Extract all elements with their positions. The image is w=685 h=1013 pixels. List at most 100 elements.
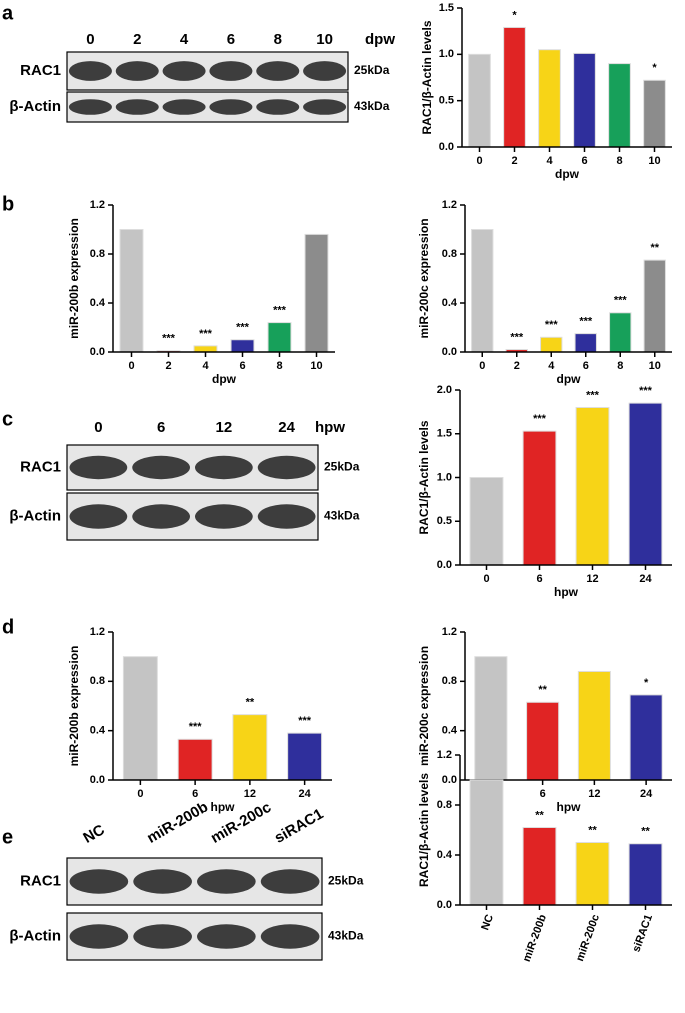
panel-letter: e: [2, 826, 13, 848]
y-tick-label: 0.5: [439, 95, 454, 107]
blot-band: [133, 869, 192, 894]
bar: [629, 694, 663, 781]
row-label: RAC1: [20, 62, 61, 79]
x-tick-label: 12: [244, 788, 256, 800]
y-tick-label: 1.2: [442, 626, 457, 638]
x-tick-label: 12: [588, 788, 600, 800]
x-tick-label: NC: [479, 913, 496, 932]
blot-band: [115, 99, 159, 115]
row-label: RAC1: [20, 872, 61, 889]
lane-label: NC: [80, 821, 107, 847]
lane-label: 24: [278, 419, 295, 436]
lane-label: 2: [133, 31, 141, 48]
blot-band: [69, 924, 129, 949]
size-label: 25kDa: [354, 63, 390, 77]
bar: [304, 233, 329, 353]
significance: ***: [639, 385, 653, 397]
size-label: 43kDa: [328, 929, 364, 943]
x-tick-label: 0: [476, 155, 482, 167]
blot-band: [256, 61, 300, 81]
bar: [469, 477, 504, 566]
blot-band: [256, 99, 300, 115]
bar: [628, 843, 663, 906]
bar: [540, 336, 563, 353]
lane-label: siRAC1: [272, 805, 327, 846]
bar: [575, 842, 610, 906]
y-tick-label: 1.2: [90, 626, 105, 638]
y-axis-label: miR-200b expression: [67, 218, 81, 339]
bar: [193, 345, 218, 353]
y-axis-label: RAC1/β-Actin levels: [417, 420, 431, 534]
significance: ***: [236, 322, 250, 334]
y-tick-label: 0.8: [90, 675, 105, 687]
x-tick-label: 2: [165, 360, 171, 372]
bar: [628, 402, 663, 566]
x-axis-label: dpw: [212, 372, 237, 386]
row-label: β-Actin: [9, 507, 61, 524]
blot-band: [303, 99, 347, 115]
y-tick-label: 0.4: [90, 725, 106, 737]
y-tick-label: 0.0: [442, 346, 457, 358]
blot-band: [68, 61, 112, 81]
y-tick-label: 0.0: [90, 774, 105, 786]
blot-band: [133, 924, 192, 949]
y-tick-label: 0.4: [90, 297, 106, 309]
x-tick-label: 0: [128, 360, 134, 372]
x-tick-label: 10: [310, 360, 322, 372]
x-tick-label: 2: [511, 155, 517, 167]
bar: [526, 701, 560, 781]
significance: **: [588, 824, 597, 836]
lane-label: 12: [216, 419, 233, 436]
y-tick-label: 0.8: [442, 675, 457, 687]
y-tick-label: 0.4: [437, 849, 453, 861]
panel-letter: c: [2, 408, 13, 430]
y-tick-label: 0.0: [439, 141, 454, 153]
lane-label: 10: [316, 31, 333, 48]
y-axis-label: miR-200c expression: [417, 218, 431, 338]
significance: **: [650, 242, 659, 254]
blot-band: [209, 61, 253, 81]
bar: [573, 52, 596, 148]
row-label: β-Actin: [9, 98, 61, 115]
panel-letter: b: [2, 193, 14, 215]
bar: [503, 26, 526, 148]
bar: [471, 229, 494, 353]
y-tick-label: 1.0: [439, 48, 454, 60]
significance: ***: [273, 305, 287, 317]
significance: ***: [199, 328, 213, 340]
x-tick-label: 10: [649, 360, 661, 372]
y-tick-label: 1.2: [437, 749, 452, 761]
x-tick-label: 6: [536, 573, 542, 585]
significance: ***: [545, 319, 559, 331]
y-axis-label: miR-200b expression: [67, 646, 81, 767]
bar: [609, 312, 632, 353]
significance: **: [246, 697, 255, 709]
row-label: RAC1: [20, 458, 61, 475]
y-tick-label: 0.8: [437, 799, 452, 811]
lane-unit: dpw: [365, 31, 395, 48]
blot-band: [162, 61, 206, 81]
size-label: 43kDa: [324, 509, 360, 523]
bar: [267, 322, 292, 353]
x-axis-label: dpw: [557, 372, 582, 386]
y-axis-label: RAC1/β-Actin levels: [420, 20, 434, 134]
significance: ***: [510, 331, 524, 343]
x-tick-label: 6: [192, 788, 198, 800]
y-tick-label: 0.0: [437, 559, 452, 571]
blot-band: [209, 99, 253, 115]
bar: [522, 827, 557, 906]
x-axis-label: hpw: [557, 800, 582, 814]
bar: [468, 53, 491, 148]
y-tick-label: 0.4: [442, 725, 458, 737]
y-tick-label: 1.2: [442, 199, 457, 211]
x-tick-label: 10: [648, 155, 660, 167]
x-axis-label: dpw: [555, 167, 580, 181]
lane-label: 8: [274, 31, 282, 48]
blot-band: [68, 99, 112, 115]
bar: [538, 49, 561, 148]
size-label: 43kDa: [354, 99, 390, 113]
bar: [575, 407, 610, 566]
y-tick-label: 1.5: [437, 428, 452, 440]
blot-band: [162, 99, 206, 115]
